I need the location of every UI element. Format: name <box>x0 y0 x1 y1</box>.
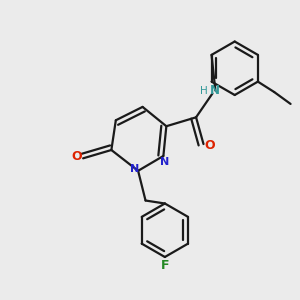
Text: N: N <box>160 158 170 167</box>
Text: H: H <box>200 85 208 96</box>
Text: F: F <box>160 259 169 272</box>
Text: N: N <box>210 84 220 97</box>
Text: O: O <box>205 139 215 152</box>
Text: O: O <box>71 150 82 163</box>
Text: N: N <box>130 164 139 174</box>
